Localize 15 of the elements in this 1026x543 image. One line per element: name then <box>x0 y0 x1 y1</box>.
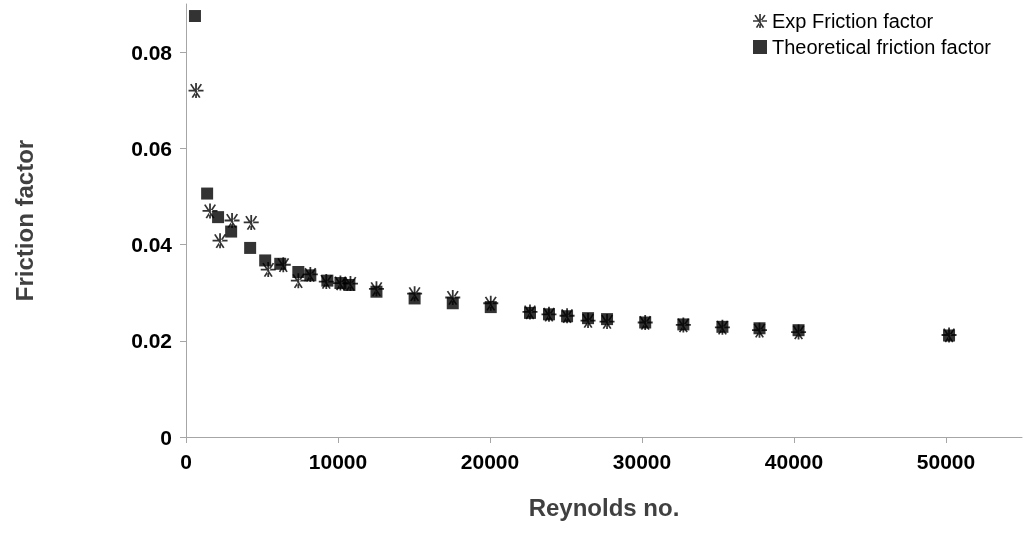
y-tick-label: 0.04 <box>131 233 173 257</box>
legend-label: Exp Friction factor <box>772 10 934 32</box>
x-tick-label: 0 <box>180 450 192 473</box>
x-tick-label: 30000 <box>612 450 672 473</box>
x-tick-label: 10000 <box>308 450 368 473</box>
y-tick-label: 0 <box>160 425 172 449</box>
x-tick-label: 40000 <box>764 450 824 473</box>
x-axis-title: Reynolds no. <box>528 493 680 521</box>
y-axis-title: Friction factor <box>10 139 38 302</box>
y-tick-label: 0.02 <box>131 329 172 353</box>
legend-label: Theoretical friction factor <box>772 36 992 58</box>
x-tick-label: 50000 <box>916 450 976 473</box>
y-tick-label: 0.06 <box>131 136 172 160</box>
x-tick-label: 20000 <box>460 450 520 473</box>
y-tick-label: 0.08 <box>131 40 173 64</box>
